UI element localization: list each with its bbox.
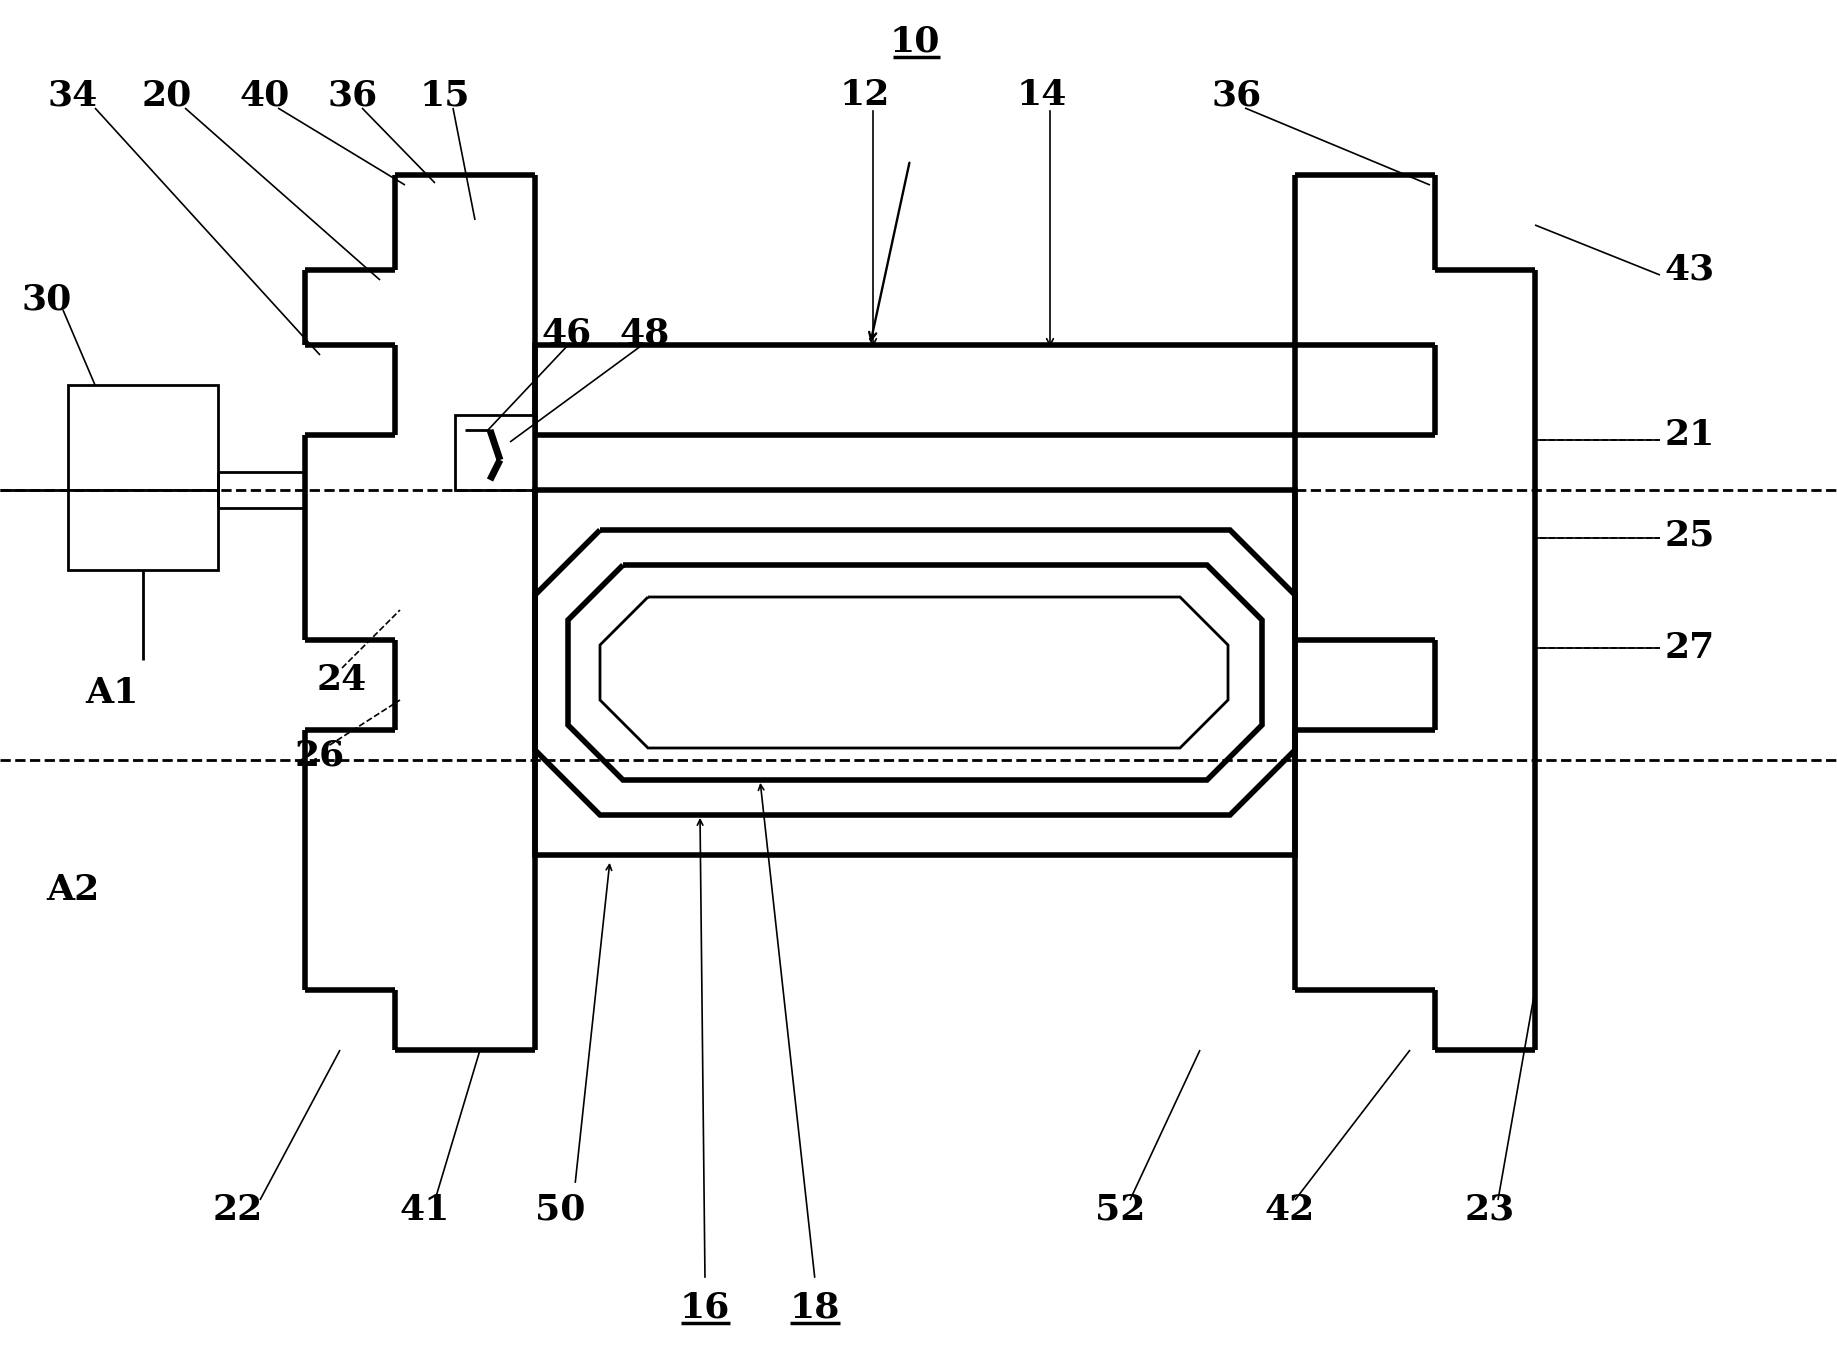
Text: 43: 43 — [1664, 253, 1716, 287]
Text: 12: 12 — [840, 78, 891, 112]
Text: 46: 46 — [542, 316, 592, 350]
Text: 10: 10 — [889, 25, 941, 59]
Text: 24: 24 — [316, 663, 367, 698]
Bar — [68, 384, 219, 570]
Text: 23: 23 — [1464, 1193, 1516, 1227]
Bar — [535, 490, 1295, 855]
Text: 30: 30 — [22, 283, 72, 317]
Text: 22: 22 — [213, 1193, 263, 1227]
Text: 52: 52 — [1095, 1193, 1144, 1227]
Text: 20: 20 — [141, 78, 193, 112]
Text: 41: 41 — [400, 1193, 450, 1227]
Text: 14: 14 — [1018, 78, 1067, 112]
Text: 21: 21 — [1664, 419, 1716, 451]
Text: 34: 34 — [48, 78, 97, 112]
Text: A1: A1 — [85, 676, 138, 710]
Bar — [535, 345, 1295, 435]
Text: 27: 27 — [1664, 631, 1716, 665]
Text: 18: 18 — [790, 1291, 840, 1326]
Text: 15: 15 — [419, 78, 470, 112]
Text: 25: 25 — [1664, 518, 1716, 553]
Text: 36: 36 — [1212, 78, 1262, 112]
Text: 50: 50 — [535, 1193, 586, 1227]
Text: 48: 48 — [619, 316, 671, 350]
Text: 26: 26 — [296, 737, 345, 772]
Bar — [456, 415, 535, 490]
Text: A2: A2 — [46, 873, 99, 907]
Text: 36: 36 — [327, 78, 378, 112]
Text: 40: 40 — [241, 78, 290, 112]
Text: 42: 42 — [1266, 1193, 1315, 1227]
Text: 16: 16 — [680, 1291, 729, 1326]
